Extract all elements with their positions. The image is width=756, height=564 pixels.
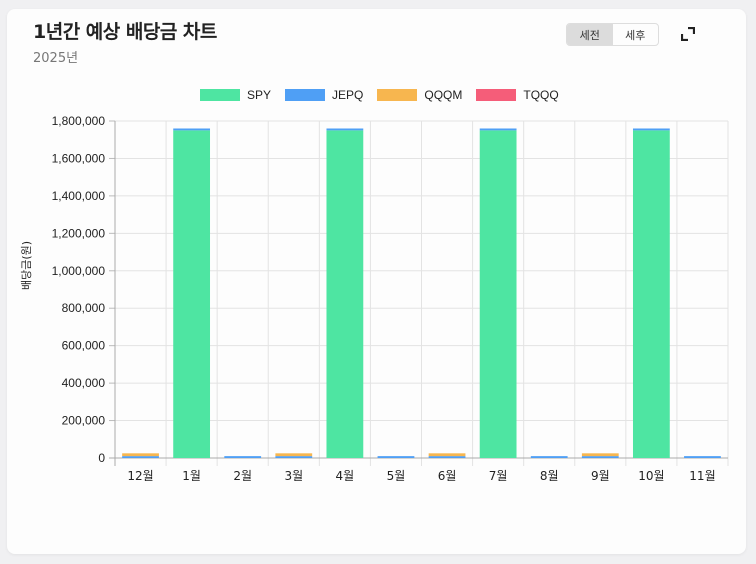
bar-qqqm[interactable] (122, 453, 159, 457)
bar-jepq[interactable] (122, 456, 159, 458)
legend-item-spy[interactable]: SPY (200, 88, 271, 102)
y-tick-label: 1,800,000 (52, 114, 106, 128)
chart-subtitle: 2025년 (33, 51, 79, 66)
x-tick-label: 6월 (438, 469, 457, 483)
y-tick-label: 1,000,000 (52, 264, 106, 278)
x-tick-label: 5월 (387, 469, 406, 483)
y-tick-label: 400,000 (62, 376, 106, 390)
toggle-after-tax[interactable]: 세후 (625, 28, 646, 42)
bar-jepq[interactable] (377, 456, 415, 458)
y-tick-label: 600,000 (62, 339, 106, 353)
expand-icon[interactable] (681, 27, 695, 41)
bar-jepq[interactable] (530, 456, 568, 458)
x-tick-label: 4월 (336, 469, 355, 483)
legend-label: QQQM (424, 88, 463, 102)
x-tick-label: 7월 (489, 469, 508, 483)
bar-jepq[interactable] (632, 128, 670, 131)
x-tick-label: 12월 (127, 469, 153, 483)
x-tick-label: 8월 (540, 469, 559, 483)
y-tick-label: 0 (98, 451, 105, 465)
chart-legend: SPY JEPQ QQQM TQQQ (200, 88, 573, 102)
bar-jepq[interactable] (479, 128, 517, 131)
x-tick-label: 9월 (591, 469, 610, 483)
legend-label: TQQQ (523, 88, 559, 102)
y-tick-label: 200,000 (62, 414, 106, 428)
x-tick-label: 1월 (182, 469, 201, 483)
bar-qqqm[interactable] (428, 453, 466, 457)
bar-jepq[interactable] (428, 456, 466, 458)
bar-qqqm[interactable] (275, 453, 313, 457)
bar-jepq[interactable] (326, 128, 364, 131)
toggle-pre-tax[interactable]: 세전 (567, 24, 613, 45)
bar-jepq[interactable] (684, 456, 721, 458)
legend-item-jepq[interactable]: JEPQ (285, 88, 363, 102)
legend-swatch (200, 89, 240, 101)
bar-spy[interactable] (632, 130, 670, 458)
legend-label: SPY (247, 88, 272, 102)
bar-spy[interactable] (326, 130, 364, 458)
x-tick-label: 3월 (284, 469, 303, 483)
legend-item-tqqq[interactable]: TQQQ (476, 88, 559, 102)
legend-swatch (476, 89, 517, 101)
y-tick-label: 800,000 (62, 301, 106, 315)
legend-label: JEPQ (332, 88, 364, 102)
bar-jepq[interactable] (173, 128, 211, 131)
bar-jepq[interactable] (581, 456, 619, 458)
y-tick-label: 1,400,000 (52, 189, 106, 203)
chart-card (7, 9, 746, 554)
y-tick-label: 1,200,000 (52, 226, 106, 240)
chart-title: 1년간 예상 배당금 차트 (33, 21, 217, 43)
bar-spy[interactable] (479, 130, 517, 458)
bar-jepq[interactable] (224, 456, 262, 458)
legend-swatch (377, 89, 418, 101)
bar-qqqm[interactable] (581, 453, 619, 457)
legend-item-qqqm[interactable]: QQQM (377, 88, 462, 102)
x-tick-label: 11월 (689, 469, 715, 483)
tax-toggle[interactable]: 세전 세후 (566, 23, 659, 46)
x-tick-label: 2월 (233, 469, 252, 483)
bar-spy[interactable] (173, 130, 211, 458)
bar-jepq[interactable] (275, 456, 313, 458)
x-tick-label: 10월 (638, 469, 664, 483)
y-tick-label: 1,600,000 (52, 151, 106, 165)
legend-swatch (285, 89, 326, 101)
